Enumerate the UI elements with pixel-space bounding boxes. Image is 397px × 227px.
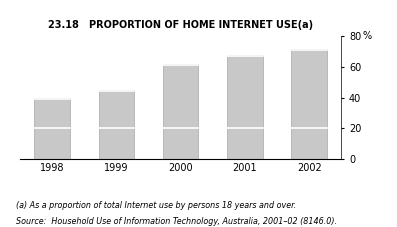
Y-axis label: %: % [362,31,372,41]
Bar [291,49,327,159]
Title: 23.18   PROPORTION OF HOME INTERNET USE(a): 23.18 PROPORTION OF HOME INTERNET USE(a) [48,20,313,30]
Bar [99,90,134,159]
Text: (a) As a proportion of total Internet use by persons 18 years and over.: (a) As a proportion of total Internet us… [16,201,296,210]
Bar [163,64,198,159]
Bar [227,55,262,159]
Text: Source:  Household Use of Information Technology, Australia, 2001–02 (8146.0).: Source: Household Use of Information Tec… [16,217,337,226]
Bar [35,98,70,159]
